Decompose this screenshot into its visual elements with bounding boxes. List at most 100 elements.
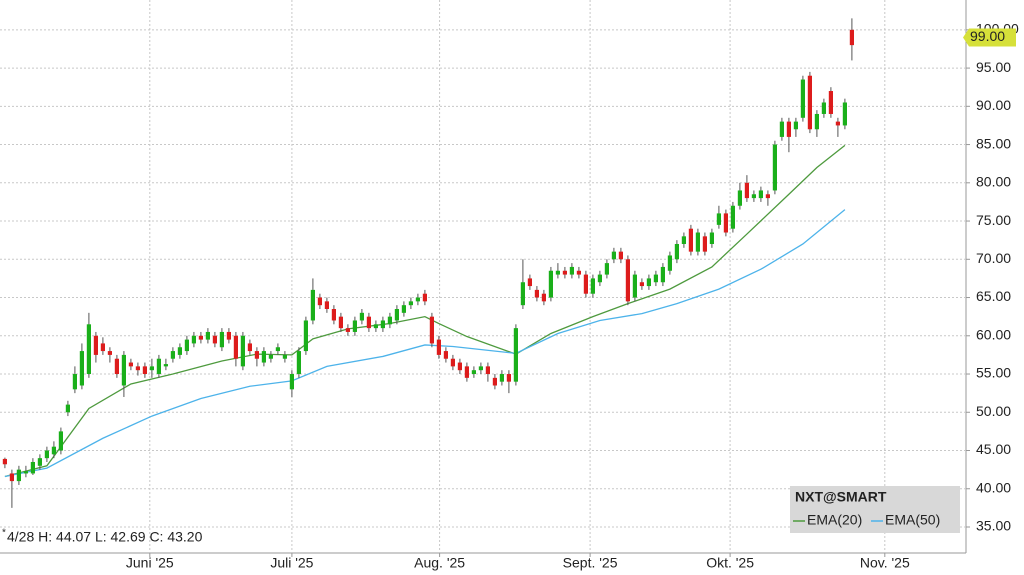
candle-body	[779, 121, 784, 137]
candle-body	[618, 251, 623, 260]
candle-body	[800, 79, 805, 118]
indicator-line	[4, 209, 846, 478]
candle-body	[590, 278, 595, 294]
candle-body	[324, 301, 329, 310]
candle-body	[107, 351, 112, 355]
candle-body	[177, 347, 182, 355]
candle-body	[695, 232, 700, 252]
candle-body	[576, 270, 581, 275]
candle-body	[772, 144, 777, 191]
candle-body	[191, 335, 196, 344]
candle-body	[282, 354, 287, 359]
legend-symbol: NXT@SMART	[795, 489, 887, 505]
candle-body	[681, 236, 686, 244]
candle-body	[135, 366, 140, 371]
y-tick-label: 65.00	[976, 288, 1011, 304]
candle-body	[30, 461, 35, 474]
candle-body	[44, 450, 49, 459]
candle-body	[380, 320, 385, 329]
candle-body	[296, 351, 301, 375]
candle-body	[569, 266, 574, 275]
x-tick-label: Juni '25	[126, 555, 174, 571]
y-tick-label: 50.00	[976, 403, 1011, 419]
grid	[0, 0, 966, 553]
x-tick-label: Aug. '25	[414, 555, 465, 571]
candle-body	[93, 335, 98, 355]
candle-body	[170, 351, 175, 359]
candle-body	[744, 182, 749, 199]
candle-body	[709, 232, 714, 244]
candle-body	[240, 335, 245, 367]
candle-body	[583, 274, 588, 294]
candle-body	[86, 324, 91, 375]
candle-body	[457, 362, 462, 371]
indicator-line	[4, 144, 846, 478]
candle-body	[261, 351, 266, 363]
candle-body	[464, 366, 469, 378]
candle-body	[408, 301, 413, 306]
candle-body	[520, 282, 525, 306]
plot-area	[2, 18, 854, 508]
candle-body	[471, 370, 476, 375]
candle-body	[786, 121, 791, 137]
candle-body	[9, 473, 14, 482]
candle-body	[121, 354, 126, 386]
legend-box	[790, 486, 960, 533]
x-tick-label: Sept. '25	[563, 555, 618, 571]
candle-body	[597, 274, 602, 283]
candle-body	[562, 270, 567, 275]
candle-body	[674, 243, 679, 260]
candle-body	[422, 293, 427, 302]
x-tick-label: Okt. '25	[706, 555, 754, 571]
y-tick-label: 85.00	[976, 135, 1011, 151]
candle-body	[149, 366, 154, 371]
candle-body	[317, 297, 322, 306]
candle-body	[184, 339, 189, 352]
candle-body	[828, 91, 833, 114]
candle-body	[331, 309, 336, 321]
candle-body	[394, 309, 399, 321]
candle-body	[541, 293, 546, 302]
candle-body	[807, 75, 812, 130]
candle-body	[667, 255, 672, 271]
y-tick-label: 55.00	[976, 365, 1011, 381]
candle-body	[548, 270, 553, 298]
candle-body	[450, 358, 455, 367]
candle-body	[65, 404, 70, 413]
candle-body	[226, 331, 231, 340]
candle-body	[751, 194, 756, 199]
candle-body	[653, 274, 658, 283]
y-tick-label: 95.00	[976, 59, 1011, 75]
candle-body	[436, 339, 441, 355]
legend-label: EMA(50)	[885, 512, 940, 528]
candle-body	[723, 213, 728, 233]
candle-body	[100, 343, 105, 352]
candle-body	[611, 251, 616, 260]
candle-body	[303, 320, 308, 352]
candle-body	[429, 316, 434, 344]
candle-body	[793, 121, 798, 130]
candle-body	[555, 270, 560, 275]
candle-body	[632, 274, 637, 298]
candle-body	[730, 205, 735, 229]
y-tick-label: 45.00	[976, 441, 1011, 457]
candle-body	[310, 289, 315, 321]
y-tick-label: 75.00	[976, 212, 1011, 228]
candle-body	[2, 458, 7, 465]
x-tick-label: Nov. '25	[860, 555, 910, 571]
candle-body	[849, 29, 854, 46]
candle-body	[142, 366, 147, 375]
candle-body	[401, 305, 406, 313]
candle-body	[625, 259, 630, 302]
candle-body	[233, 335, 238, 359]
candle-body	[443, 351, 448, 359]
y-tick-label: 70.00	[976, 250, 1011, 266]
candle-body	[660, 266, 665, 283]
y-tick-label: 80.00	[976, 174, 1011, 190]
candle-body	[814, 113, 819, 130]
candle-body	[163, 364, 168, 367]
candle-body	[114, 358, 119, 375]
y-tick-label: 90.00	[976, 97, 1011, 113]
last-price-tag	[963, 28, 1016, 47]
